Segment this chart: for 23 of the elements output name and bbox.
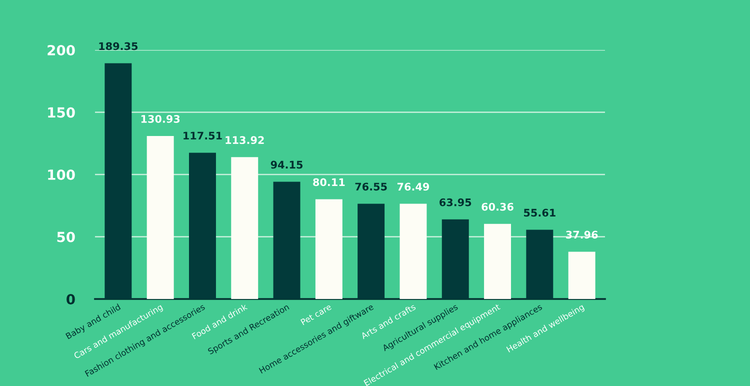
data-label: 117.51 <box>184 132 222 140</box>
data-label: 63.95 <box>440 198 472 206</box>
data-label: 94.15 <box>270 160 303 169</box>
data-label: 80.11 <box>313 178 345 186</box>
y-tick-label: 50 <box>57 232 75 242</box>
bar <box>231 157 258 299</box>
bar <box>315 199 342 299</box>
y-tick-label: 0 <box>66 294 75 304</box>
data-label: 76.49 <box>397 182 430 191</box>
bar <box>484 224 512 299</box>
y-tick-label: 150 <box>48 107 75 118</box>
data-label: 130.93 <box>141 114 180 123</box>
data-label: 189.35 <box>99 42 138 50</box>
data-label: 76.55 <box>355 182 387 191</box>
x-tick-label: Pet care <box>300 304 332 326</box>
data-label: 60.36 <box>482 202 514 211</box>
bar <box>568 252 596 299</box>
y-tick-label: 100 <box>48 169 75 180</box>
bar <box>400 204 427 299</box>
data-label: 113.92 <box>226 136 264 144</box>
data-label: 55.61 <box>524 208 556 217</box>
bar <box>146 136 174 299</box>
y-tick-label: 200 <box>48 44 75 56</box>
